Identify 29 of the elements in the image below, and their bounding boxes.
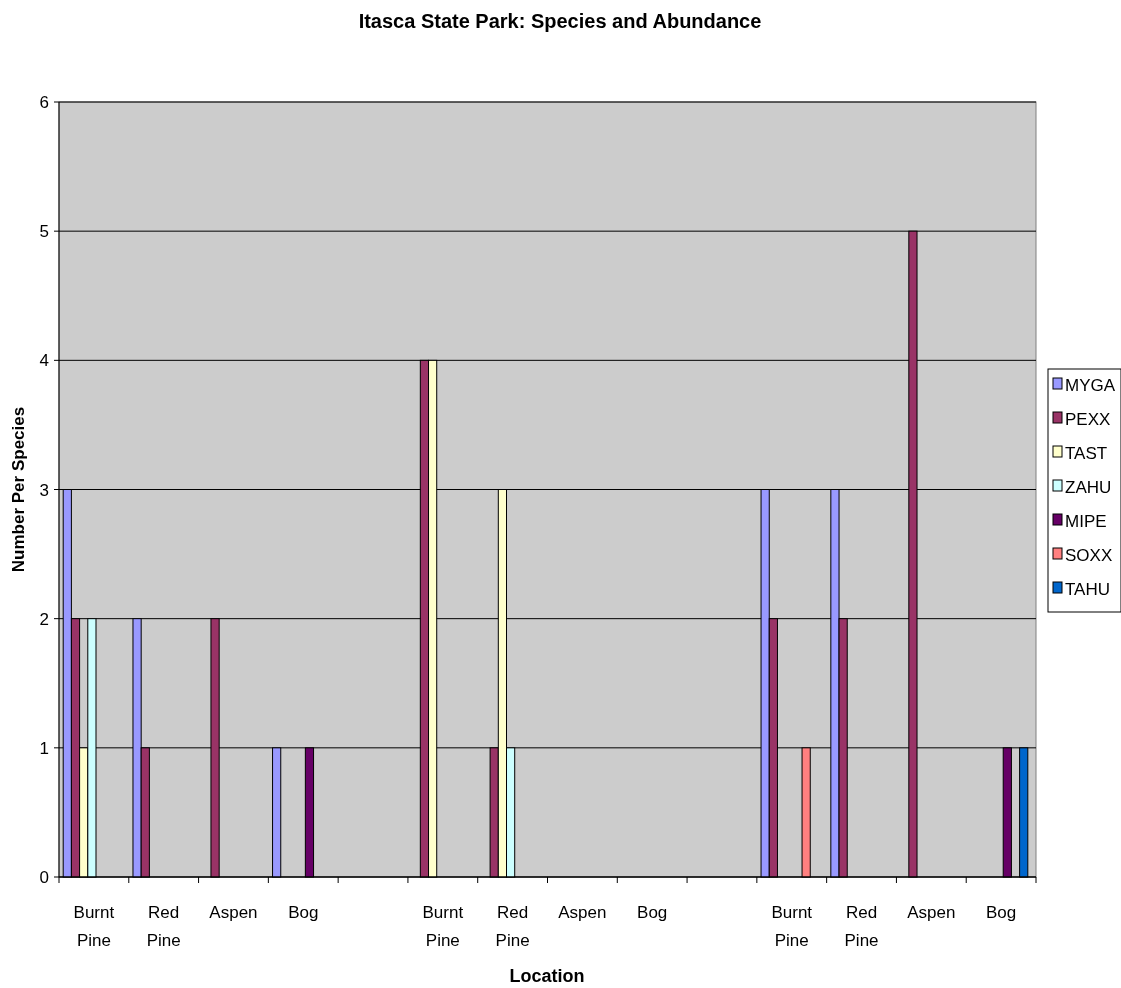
chart-title: Itasca State Park: Species and Abundance <box>358 10 762 32</box>
legend-label: ZAHU <box>1065 478 1112 497</box>
x-tick-label: Aspen <box>209 903 258 922</box>
y-tick-label: 4 <box>39 351 49 371</box>
y-tick-label: 1 <box>39 738 49 758</box>
legend-label: MYGA <box>1065 376 1116 395</box>
x-tick-label: Red Pine <box>146 903 181 950</box>
x-tick-label: Aspen <box>907 903 956 922</box>
x-tick-label: Aspen <box>558 903 607 922</box>
legend-label: SOXX <box>1065 546 1113 565</box>
x-tick-label: Burnt Pine <box>771 903 813 950</box>
y-axis-title: Number Per Species <box>9 406 28 573</box>
legend-label: MIPE <box>1065 512 1107 531</box>
x-tick-label: Red Pine <box>844 903 879 950</box>
legend-label: TAST <box>1065 444 1108 463</box>
y-tick-label: 0 <box>39 868 49 887</box>
legend-label: PEXX <box>1065 410 1111 429</box>
x-tick-label: Red Pine <box>495 903 530 950</box>
x-tick-label: Bog <box>637 903 668 922</box>
y-tick-label: 6 <box>39 93 49 112</box>
legend-label: TAHU <box>1065 580 1111 599</box>
x-tick-label: Bog <box>985 903 1017 922</box>
x-axis-title: Location <box>509 966 585 986</box>
x-tick-label: Burnt Pine <box>422 903 464 950</box>
x-tick-label: Bog <box>288 903 319 922</box>
y-tick-label: 5 <box>39 222 49 242</box>
y-tick-label: 2 <box>39 609 49 629</box>
y-tick-label: 3 <box>39 480 49 500</box>
x-tick-label: Burnt Pine <box>73 903 115 950</box>
